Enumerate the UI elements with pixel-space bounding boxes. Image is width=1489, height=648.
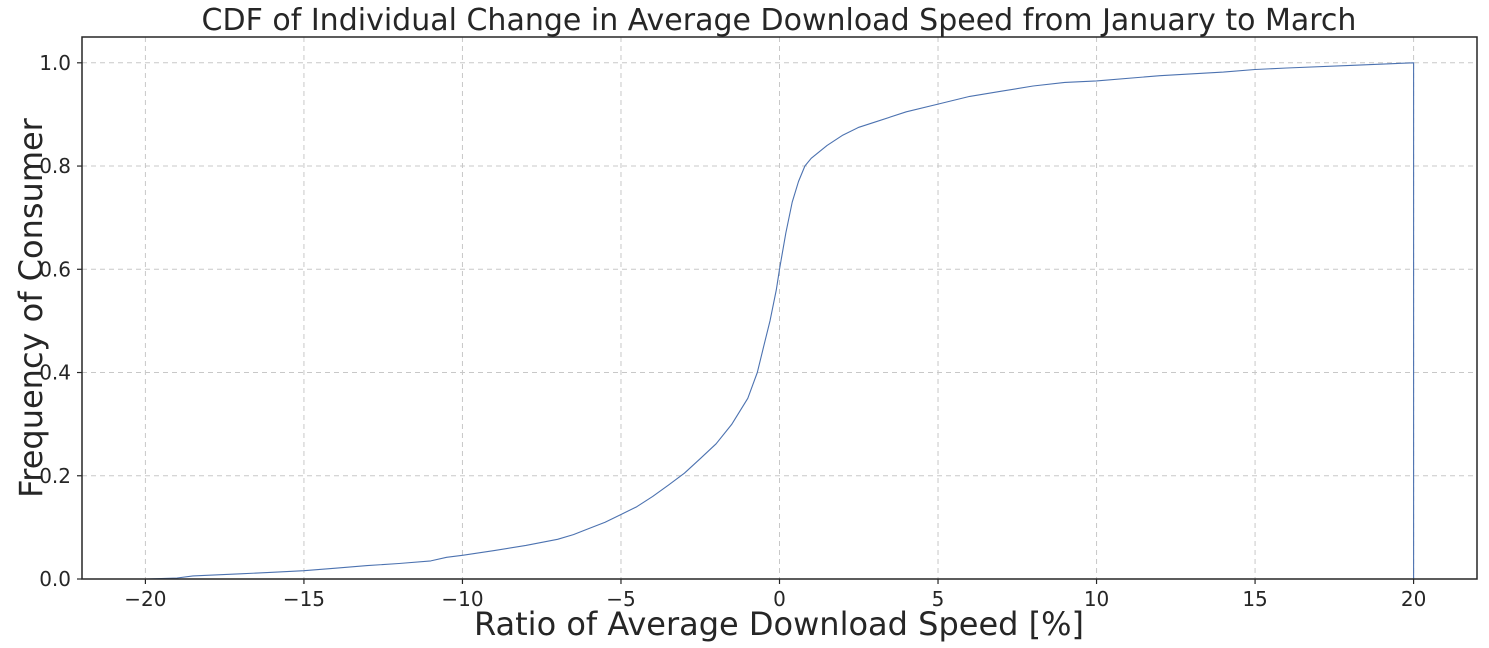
plot-area <box>145 62 1415 580</box>
y-tick-label: 0.6 <box>39 257 71 281</box>
y-tick-label: 1.0 <box>39 51 71 75</box>
x-axis-label: Ratio of Average Download Speed [%] <box>474 605 1084 643</box>
x-tick-label: −15 <box>283 587 325 611</box>
x-tick-label: 10 <box>1084 587 1109 611</box>
x-tick-label: −10 <box>441 587 483 611</box>
grid-lines <box>82 37 1477 580</box>
x-tick-label: 0 <box>773 587 786 611</box>
x-tick-label: −20 <box>124 587 166 611</box>
cdf-series-line <box>145 62 1415 580</box>
chart-title: CDF of Individual Change in Average Down… <box>202 3 1357 38</box>
y-tick-label: 0.0 <box>39 567 71 591</box>
y-axis-label: Frequency of Consumer <box>12 117 50 498</box>
y-tick-label: 0.2 <box>39 464 71 488</box>
y-tick-label: 0.8 <box>39 154 71 178</box>
y-axis: 0.0 0.2 0.4 0.6 0.8 1.0 <box>39 51 82 591</box>
x-tick-label: 15 <box>1242 587 1267 611</box>
x-tick-label: 5 <box>932 587 945 611</box>
y-tick-label: 0.4 <box>39 361 71 385</box>
x-tick-label: 20 <box>1401 587 1426 611</box>
x-tick-label: −5 <box>606 587 635 611</box>
x-axis: −20 −15 −10 −5 0 5 10 15 20 <box>124 579 1426 611</box>
